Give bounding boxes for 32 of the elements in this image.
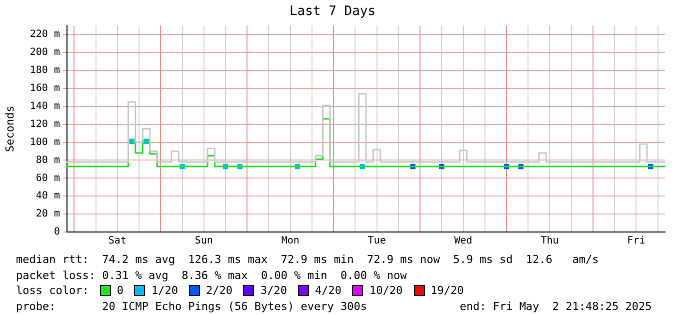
x-tick-label: Tue	[368, 236, 386, 247]
y-tick-label: 0	[54, 226, 60, 238]
y-axis-title: Seconds	[3, 106, 16, 152]
x-tick-label: Sat	[108, 236, 126, 247]
text: median rtt: 74.2 ms avg 126.3 ms max 72.9 ms min 72.9 ms now 5.9 ms sd 12.6 am/s	[16, 252, 600, 268]
x-tick-label: Fri	[627, 236, 646, 247]
y-tick-label: 200 m	[30, 47, 60, 58]
y-tick-label: 220 m	[30, 29, 60, 40]
text: probe: 20 ICMP Echo Pings (56 Bytes) every 300s end: Fri May 2 21:48:25 2025	[16, 298, 652, 314]
legend-label: 19/20	[430, 283, 464, 298]
legend-label: 0	[116, 283, 124, 298]
legend-label: 3/20	[260, 283, 287, 298]
legend-label: 2/20	[206, 283, 232, 298]
legend-label: 1/20	[151, 283, 178, 298]
y-tick-label: 100 m	[30, 136, 60, 148]
x-tick-label: Sun	[194, 236, 213, 247]
legend-label: 10/20	[369, 283, 403, 298]
y-tick-label: 80 m	[36, 154, 60, 166]
y-tick-label: 20 m	[36, 208, 60, 220]
y-tick-label: 60 m	[36, 172, 60, 184]
y-tick-label: 180 m	[30, 65, 60, 76]
x-tick-label: Mon	[281, 236, 300, 247]
legend-label: 4/20	[314, 283, 342, 298]
y-tick-label: 140 m	[30, 100, 60, 112]
y-tick-label: 160 m	[30, 83, 60, 94]
chart-title: Last 7 Days	[289, 4, 376, 20]
x-tick-label: Thu	[540, 236, 559, 247]
x-tick-label: Wed	[454, 236, 472, 247]
text: packet loss: 0.31 % avg 8.36 % max 0.00 % min 0.00 % now	[16, 268, 408, 283]
y-tick-label: 120 m	[30, 118, 60, 130]
legend-title: loss color:	[16, 283, 89, 298]
y-tick-label: 40 m	[36, 190, 60, 202]
